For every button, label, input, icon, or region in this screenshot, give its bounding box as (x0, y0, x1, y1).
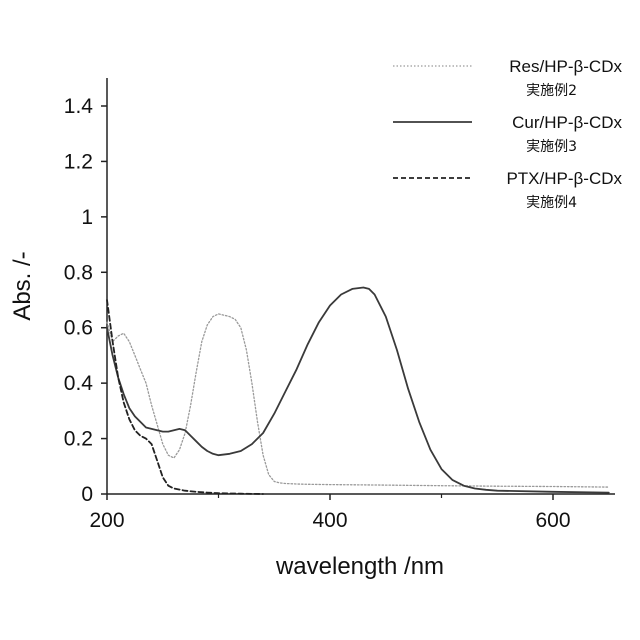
y-tick-label: 0 (81, 483, 93, 506)
legend-label: Cur/HP-β-CDx (512, 113, 622, 132)
legend-label: PTX/HP-β-CDx (506, 169, 622, 188)
y-tick-label: 0.2 (64, 428, 93, 451)
x-ticks: 200 400 600 (89, 494, 570, 532)
series-line-実施例3 (107, 288, 609, 493)
y-tick-label: 0.8 (64, 261, 93, 284)
y-tick-label: 1.4 (64, 95, 94, 118)
x-tick-label: 200 (89, 509, 124, 532)
y-tick-label: 1.2 (64, 150, 93, 173)
x-tick-label: 600 (535, 509, 570, 532)
x-axis-title: wavelength /nm (275, 553, 444, 580)
legend-sublabel: 実施例2 (526, 83, 577, 99)
legend-sublabel: 実施例4 (526, 195, 577, 211)
x-tick-label: 400 (312, 509, 347, 532)
series-line-実施例2 (107, 314, 609, 487)
legend-sublabel: 実施例3 (526, 139, 577, 155)
series-layer (107, 288, 609, 495)
legend-label: Res/HP-β-CDx (509, 57, 622, 76)
y-tick-label: 1 (81, 206, 93, 229)
y-tick-label: 0.6 (64, 317, 93, 340)
legend: Res/HP-β-CDx 実施例2 Cur/HP-β-CDx 実施例3 PTX/HP-β… (393, 57, 622, 211)
y-ticks: 0 0.2 0.4 0.6 0.8 1 1.2 1.4 (64, 95, 107, 506)
y-tick-label: 0.4 (64, 372, 94, 395)
series-line-実施例4 (107, 300, 263, 494)
y-axis-title: Abs. /- (9, 251, 36, 320)
